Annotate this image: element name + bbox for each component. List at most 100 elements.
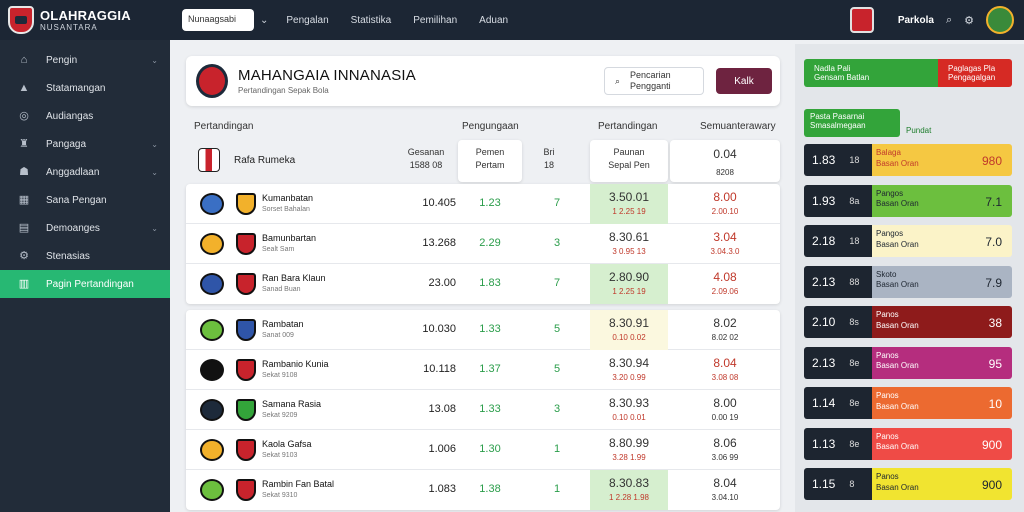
team-logo-icon (200, 233, 224, 255)
cell-odds[interactable]: 1.33 (479, 403, 501, 415)
cell-odds[interactable]: 1.37 (479, 363, 501, 375)
primary-button[interactable]: Kalk (716, 68, 772, 94)
sidebar-item[interactable]: ♜ Pangaga ⌄ (19, 138, 158, 150)
top-nav-item[interactable]: Statistika (350, 14, 392, 26)
market-green-tab[interactable]: Nadla Pali Gensam Batlan (804, 59, 938, 87)
table-row[interactable]: Bamunbartan Sealt Sam 13.268 2.29 3 8.30.… (186, 224, 780, 264)
club-badge-icon[interactable] (849, 7, 874, 33)
market-red-tab[interactable]: Paglagas Pla Pengagalgan (938, 59, 1012, 87)
cell-total[interactable]: 8.00 0.00 19 (711, 396, 739, 422)
odds-row[interactable]: 2.10 8s Panos Basan Oran 38 (804, 306, 1012, 338)
cell-odds[interactable]: 1.83 (479, 277, 501, 289)
sidebar-item[interactable]: ◎ Audiangas (19, 110, 94, 122)
brand[interactable]: OLAHRAGGIA NUSANTARA (0, 6, 170, 34)
odds-row[interactable]: 2.18 18 Pangos Basan Oran 7.0 (804, 225, 1012, 257)
cell-odds[interactable]: 2.29 (479, 237, 501, 249)
sidebar-item[interactable]: ⌂ Pengin ⌄ (0, 46, 170, 74)
table-row[interactable]: Ran Bara Klaun Sanad Buan 23.00 1.83 7 2.… (186, 264, 780, 304)
sidebar-item[interactable]: ☗ Anggadlaan ⌄ (19, 166, 158, 178)
cell-total[interactable]: 8.04 3.04.10 (711, 476, 739, 502)
table-row[interactable]: Kaola Gafsa Sekat 9103 1.006 1.30 1 8.80.… (186, 430, 780, 470)
odds-row[interactable]: 1.14 8e Panos Basan Oran 10 (804, 387, 1012, 419)
jersey-icon (198, 148, 220, 172)
odds-label: Panos (876, 350, 899, 360)
team-subtitle: Sorset Bahalan (262, 205, 310, 213)
cell-total[interactable]: 8.02 8.02 02 (711, 316, 739, 342)
cell-value: 10.405 (422, 197, 456, 209)
column-header[interactable]: Pertandingan (194, 121, 254, 132)
cell-score[interactable]: 8.30.94 3.20 0.99 (608, 356, 650, 382)
team-name: Samana Rasia (262, 399, 322, 409)
cell-total[interactable]: 8.06 3.06 99 (711, 436, 739, 462)
settings-icon[interactable]: ⚙ (964, 14, 974, 27)
cell-odds[interactable]: 1.23 (479, 197, 501, 209)
match-group: Rambatan Sanat 009 10.030 1.33 5 8.30.91 0… (186, 310, 780, 510)
page-subtitle: Pertandingan Sepak Bola (238, 85, 329, 95)
sidebar-item-active[interactable]: ▥ Pagin Pertandingan (0, 270, 170, 298)
featured-match[interactable]: Rafa Rumeka Gesanan 1588 08 Pemen Pertam B… (186, 140, 780, 182)
cell-value: 10.030 (422, 323, 456, 335)
chevron-down-icon[interactable]: ⌄ (260, 14, 269, 26)
team-logo-icon (200, 273, 224, 295)
brand-title: OLAHRAGGIA (40, 7, 131, 23)
cell-odds[interactable]: 1.30 (479, 443, 501, 455)
cell-score[interactable]: 8.30.61 3 0.95 13 (608, 230, 650, 256)
cell-score[interactable]: 8.30.93 0.10 0.01 (608, 396, 650, 422)
top-search-input[interactable]: Nunaagsabi (182, 9, 254, 31)
sidebar-item[interactable]: ▤ Demoanges ⌄ (18, 222, 158, 234)
sidebar-item[interactable]: ⚙ Stenasias (19, 250, 90, 262)
odds-row[interactable]: 1.83 18 Balaga Basan Oran 980 (804, 144, 1012, 176)
odds-row[interactable]: 1.13 8e Panos Basan Oran 900 (804, 427, 1012, 460)
cell-total[interactable]: 3.04 3.04.3.0 (710, 230, 740, 256)
table-row[interactable]: Rambanio Kunia Sekat 9108 10.118 1.37 5 8… (186, 350, 780, 390)
cell-score[interactable]: 8.80.99 3.28 1.99 (608, 436, 650, 462)
sidebar-item[interactable]: ▦ Sana Pengan (18, 194, 107, 206)
odds-label: Pangos (876, 229, 904, 238)
odds-small: 8s (849, 317, 859, 327)
section-label: Pasta Pasarnai Smasalmegaan (804, 109, 900, 137)
search-icon: ⌕ (615, 75, 621, 86)
search-icon[interactable]: ⌕ (945, 13, 953, 26)
cell-total[interactable]: 8.00 2.00.10 (711, 190, 739, 216)
cell-odds[interactable]: 1.38 (479, 483, 501, 495)
cell-score[interactable]: 2.80.90 1 2.25 19 (590, 264, 668, 304)
cell-count: 3 (553, 403, 561, 415)
search-field[interactable]: ⌕ Pencarian Pengganti (604, 67, 704, 95)
cell-score[interactable]: 8.30.91 0.10 0.02 (590, 310, 668, 350)
cell-count: 5 (553, 323, 561, 335)
team-name: Rambanio Kunia (262, 359, 329, 369)
top-right-label[interactable]: Parkola (897, 14, 934, 26)
cell-score[interactable]: 3.50.01 1 2.25 19 (590, 184, 668, 224)
table-row[interactable]: Rambin Fan Batal Sekat 9310 1.083 1.38 1 … (186, 470, 780, 510)
table-row[interactable]: Rambatan Sanat 009 10.030 1.33 5 8.30.91 0… (186, 310, 780, 350)
odds-total: 10 (988, 397, 1002, 411)
odds-label: Panos (876, 431, 899, 441)
table-row[interactable]: Kumanbatan Sorset Bahalan 10.405 1.23 7 3… (186, 184, 780, 224)
avatar[interactable] (986, 6, 1014, 34)
top-nav-item[interactable]: Pemilihan (413, 14, 458, 26)
team-name: Kumanbatan (262, 193, 314, 203)
odds-row[interactable]: 2.13 8e Panos Basan Oran 95 (804, 346, 1012, 379)
team-logo-icon (236, 439, 256, 461)
odds-value: 2.13 (812, 355, 836, 370)
market-toggle[interactable]: Nadla Pali Gensam Batlan Paglagas Pla Peng… (804, 59, 1012, 87)
odds-row[interactable]: 2.13 88 Skoto Basan Oran 7.9 (804, 265, 1012, 298)
top-nav-item[interactable]: Aduan (479, 14, 509, 26)
column-header[interactable]: Semuanterawary (700, 121, 776, 132)
cell-score[interactable]: 8.30.83 1 2.28 1.98 (590, 470, 668, 510)
match-group: Kumanbatan Sorset Bahalan 10.405 1.23 7 3… (186, 184, 780, 304)
odds-total: 900 (981, 437, 1002, 452)
cell-value: 13.08 (428, 403, 456, 415)
column-header[interactable]: Pengungaan (462, 121, 519, 132)
column-header[interactable]: Pertandingan (598, 121, 658, 132)
sidebar-item[interactable]: ▲ Statamangan (18, 82, 106, 94)
cell-odds[interactable]: 1.33 (479, 323, 501, 335)
team-logo-icon (200, 399, 224, 421)
brand-subtitle: NUSANTARA (40, 22, 98, 32)
odds-row[interactable]: 1.93 8a Pangos Basan Oran 7.1 (804, 184, 1012, 217)
odds-row[interactable]: 1.15 8 Panos Basan Oran 900 (804, 468, 1012, 500)
table-row[interactable]: Samana Rasia Sekat 9209 13.08 1.33 3 8.30… (186, 390, 780, 430)
top-nav-item[interactable]: Pengalan (286, 14, 329, 26)
cell-total[interactable]: 8.04 3.08 08 (711, 356, 739, 382)
cell-total[interactable]: 4.08 2.09.06 (711, 270, 739, 296)
